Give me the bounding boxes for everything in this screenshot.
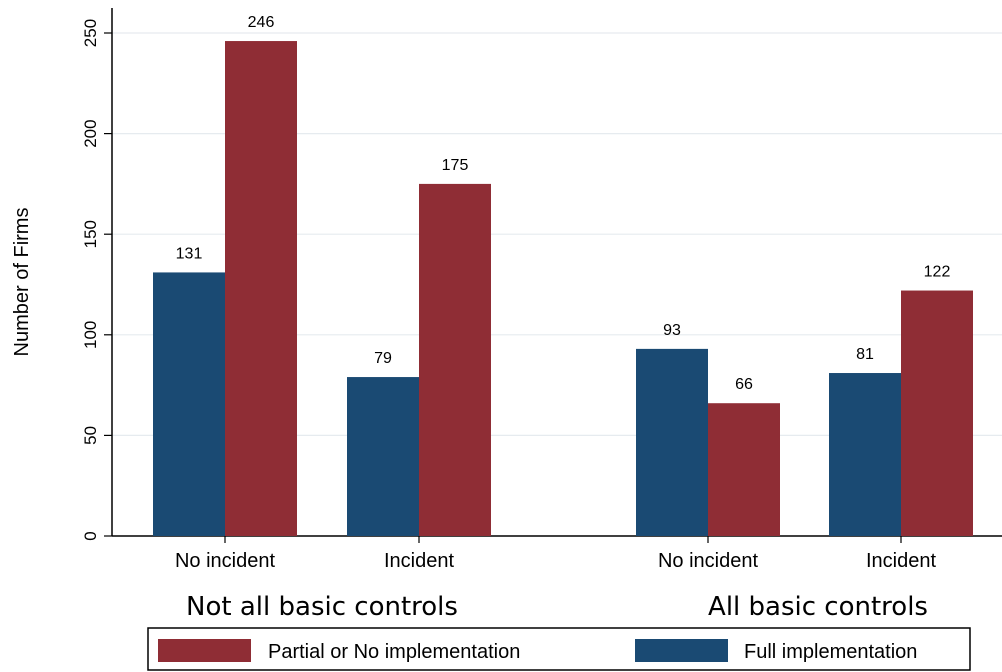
bars bbox=[153, 41, 973, 536]
y-tick-label: 150 bbox=[81, 220, 100, 248]
bar-value-label: 93 bbox=[663, 322, 681, 339]
legend-label-full: Full implementation bbox=[744, 641, 917, 663]
y-axis-title: Number of Firms bbox=[11, 208, 33, 357]
x-tick-label: Incident bbox=[866, 550, 936, 572]
group-label: Not all basic controls bbox=[186, 592, 458, 622]
bar-value-label: 81 bbox=[856, 346, 874, 363]
data-labels: 131 79 93 81 246 175 66 122 bbox=[176, 14, 951, 393]
bar bbox=[419, 183, 491, 536]
x-tick-label: No incident bbox=[175, 550, 276, 572]
group-labels: Not all basic controls All basic controls bbox=[186, 592, 928, 622]
bar-value-label: 79 bbox=[374, 350, 392, 367]
legend-swatch-partial bbox=[158, 639, 251, 662]
bar bbox=[829, 373, 901, 536]
y-tick-label: 250 bbox=[81, 19, 100, 47]
y-tick-label: 200 bbox=[81, 119, 100, 147]
legend-box bbox=[147, 627, 971, 671]
bar-value-label: 122 bbox=[924, 264, 951, 281]
bar-value-label: 246 bbox=[248, 14, 275, 31]
bar bbox=[708, 403, 780, 536]
x-tick-label: No incident bbox=[658, 550, 759, 572]
bar-value-label: 66 bbox=[735, 376, 753, 393]
legend: Partial or No implementation Full implem… bbox=[147, 627, 971, 671]
category-labels: No incident Incident No incident Incident bbox=[175, 536, 936, 572]
y-ticks: 0 50 100 150 200 250 bbox=[81, 19, 112, 541]
group-label: All basic controls bbox=[708, 592, 928, 622]
y-tick-label: 0 bbox=[81, 531, 100, 540]
bar-value-label: 175 bbox=[442, 157, 469, 174]
legend-swatch-full bbox=[635, 639, 728, 662]
y-tick-label: 50 bbox=[81, 426, 100, 445]
bar bbox=[153, 272, 225, 536]
legend-label-partial: Partial or No implementation bbox=[268, 641, 520, 663]
bar-value-label: 131 bbox=[176, 245, 203, 262]
bar bbox=[901, 290, 973, 536]
bar bbox=[636, 348, 708, 536]
bar bbox=[347, 377, 419, 536]
y-tick-label: 100 bbox=[81, 321, 100, 349]
x-tick-label: Incident bbox=[384, 550, 454, 572]
bar bbox=[225, 41, 297, 536]
